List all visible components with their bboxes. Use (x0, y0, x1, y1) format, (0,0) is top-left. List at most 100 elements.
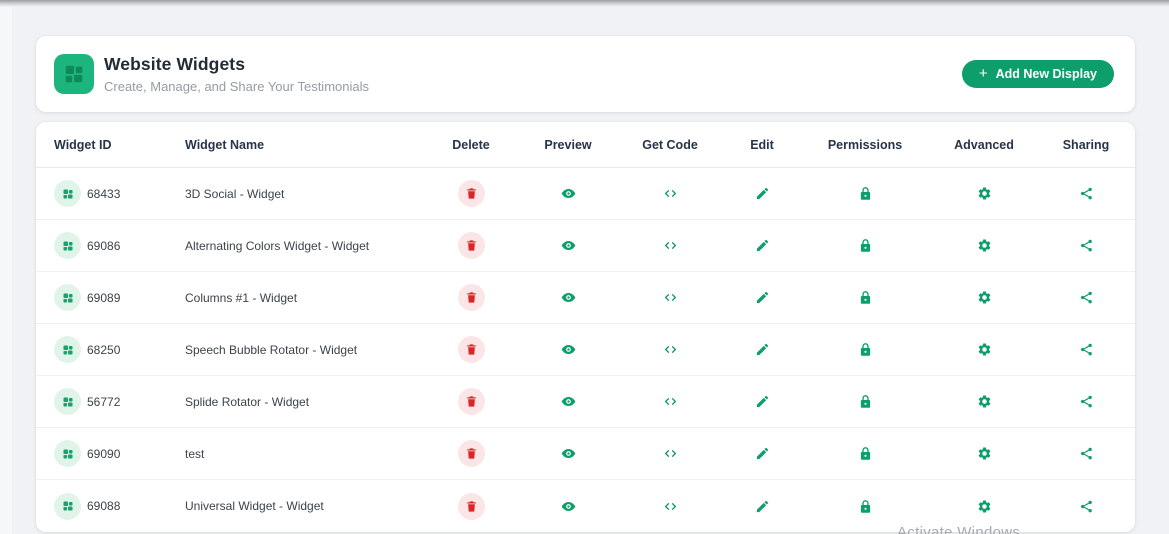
preview-cell (521, 499, 615, 514)
advanced-button[interactable] (977, 342, 992, 357)
permissions-button[interactable] (858, 290, 873, 305)
widget-id: 68250 (87, 342, 121, 357)
preview-button[interactable] (561, 186, 576, 201)
get-code-button[interactable] (663, 238, 678, 253)
table-row: 68250 Speech Bubble Rotator - Widget (36, 324, 1135, 376)
preview-button[interactable] (561, 394, 576, 409)
advanced-cell (931, 342, 1037, 357)
permissions-button[interactable] (858, 446, 873, 461)
table-row: 69089 Columns #1 - Widget (36, 272, 1135, 324)
get-code-button[interactable] (663, 342, 678, 357)
permissions-button[interactable] (858, 394, 873, 409)
widget-thumbnail-icon (54, 388, 81, 415)
delete-button[interactable] (457, 232, 485, 259)
advanced-button[interactable] (977, 238, 992, 253)
pencil-icon (755, 186, 770, 201)
widget-id-cell: 68250 (36, 336, 167, 363)
gear-icon (977, 342, 992, 357)
sharing-cell (1037, 290, 1135, 305)
widget-thumbnail-icon (54, 232, 81, 259)
preview-button[interactable] (561, 499, 576, 514)
edit-cell (725, 499, 799, 514)
sharing-button[interactable] (1079, 186, 1094, 201)
sharing-button[interactable] (1079, 290, 1094, 305)
get-code-cell (615, 394, 725, 409)
pencil-icon (755, 499, 770, 514)
get-code-button[interactable] (663, 446, 678, 461)
code-brackets-icon (663, 290, 678, 305)
edit-button[interactable] (755, 186, 770, 201)
gear-icon (977, 499, 992, 514)
permissions-cell (799, 499, 931, 514)
preview-cell (521, 446, 615, 461)
widget-id-cell: 69088 (36, 492, 167, 520)
delete-cell (421, 440, 521, 467)
sharing-button[interactable] (1079, 238, 1094, 253)
permissions-button[interactable] (858, 238, 873, 253)
get-code-button[interactable] (663, 290, 678, 305)
add-button-label: Add New Display (995, 67, 1097, 81)
sharing-button[interactable] (1079, 342, 1094, 357)
table-row: 69090 test (36, 428, 1135, 480)
preview-button[interactable] (561, 238, 576, 253)
delete-cell (421, 388, 521, 415)
edit-cell (725, 446, 799, 461)
widget-name-cell: test (167, 445, 421, 463)
permissions-button[interactable] (858, 342, 873, 357)
preview-button[interactable] (561, 290, 576, 305)
trash-icon (465, 239, 478, 252)
widget-thumbnail-icon (54, 284, 81, 311)
column-header-preview: Preview (544, 137, 592, 152)
edit-button[interactable] (755, 394, 770, 409)
widgets-app-icon (54, 54, 94, 94)
delete-button[interactable] (457, 180, 485, 207)
permissions-cell (799, 342, 931, 357)
edit-button[interactable] (755, 499, 770, 514)
preview-button[interactable] (561, 342, 576, 357)
sharing-button[interactable] (1079, 499, 1094, 514)
delete-button[interactable] (457, 284, 485, 311)
get-code-button[interactable] (663, 186, 678, 201)
eye-icon (561, 394, 576, 409)
code-brackets-icon (663, 499, 678, 514)
advanced-button[interactable] (977, 394, 992, 409)
sharing-button[interactable] (1079, 446, 1094, 461)
widget-name-cell: 3D Social - Widget (167, 185, 421, 203)
widget-name: 3D Social - Widget (185, 186, 285, 201)
permissions-cell (799, 290, 931, 305)
get-code-button[interactable] (663, 499, 678, 514)
widget-thumbnail-icon (54, 440, 81, 467)
edit-button[interactable] (755, 290, 770, 305)
preview-cell (521, 186, 615, 201)
widget-name-cell: Speech Bubble Rotator - Widget (167, 341, 421, 359)
edit-button[interactable] (755, 446, 770, 461)
get-code-button[interactable] (663, 394, 678, 409)
delete-button[interactable] (457, 492, 485, 520)
delete-button[interactable] (457, 388, 485, 415)
delete-button[interactable] (457, 336, 485, 363)
sharing-button[interactable] (1079, 394, 1094, 409)
advanced-button[interactable] (977, 186, 992, 201)
widget-id: 56772 (87, 394, 121, 409)
permissions-button[interactable] (858, 186, 873, 201)
delete-button[interactable] (457, 440, 485, 467)
add-new-display-button[interactable]: + Add New Display (961, 60, 1114, 88)
column-header-widget-name: Widget Name (185, 137, 265, 152)
page-title: Website Widgets (104, 54, 246, 74)
edit-button[interactable] (755, 238, 770, 253)
preview-button[interactable] (561, 446, 576, 461)
table-header-row: Widget ID Widget Name Delete Preview Get… (36, 122, 1135, 168)
sharing-cell (1037, 238, 1135, 253)
widget-id: 69089 (87, 290, 121, 305)
permissions-button[interactable] (858, 499, 873, 514)
advanced-button[interactable] (977, 499, 992, 514)
advanced-button[interactable] (977, 446, 992, 461)
advanced-button[interactable] (977, 290, 992, 305)
delete-cell (421, 492, 521, 520)
trash-icon (465, 395, 478, 408)
code-brackets-icon (663, 238, 678, 253)
widget-name: Alternating Colors Widget - Widget (185, 238, 370, 253)
edit-button[interactable] (755, 342, 770, 357)
trash-icon (465, 187, 478, 200)
lock-icon (858, 238, 873, 253)
